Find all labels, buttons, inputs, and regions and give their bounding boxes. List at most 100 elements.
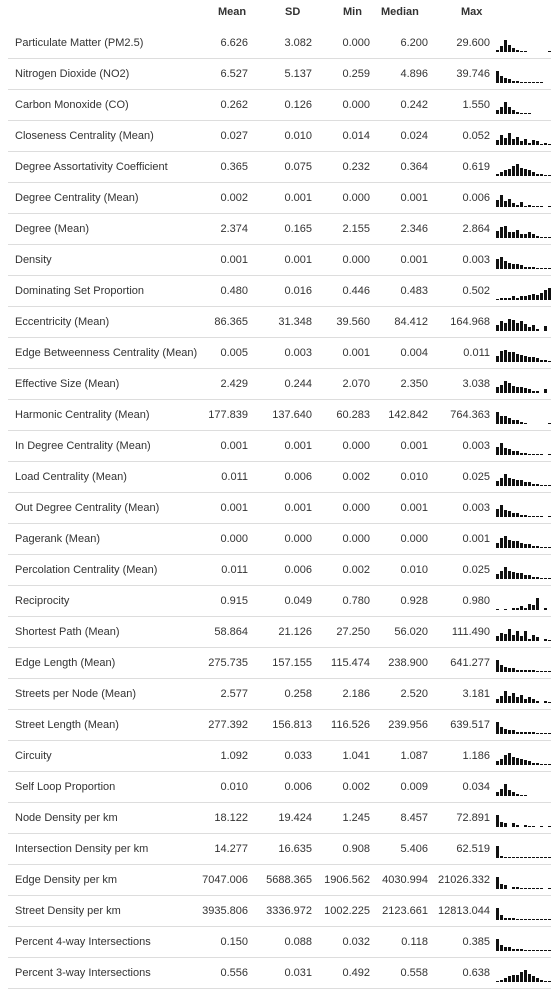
histogram-bar [524,795,527,796]
histogram-bar [512,693,515,703]
histogram-sparkline [496,594,551,610]
histogram-sparkline [496,129,551,145]
histogram-sparkline [496,656,551,672]
histogram-bar [536,637,539,641]
histogram-bar [520,670,523,672]
cell-min: 60.283 [336,409,370,421]
row-label: Percent 4-way Intersections [15,936,151,948]
histogram-bar [516,975,519,982]
histogram-bar [496,412,499,424]
histogram-bar [536,546,539,548]
histogram-bar [512,513,515,517]
histogram-bar [548,640,551,641]
table-row: Edge Length (Mean) 275.735 157.155 115.474 2… [8,648,551,679]
cell-median: 0.010 [400,471,428,483]
cell-max: 29.600 [456,37,490,49]
histogram-bar [532,888,535,889]
histogram-bar [548,950,551,951]
cell-min: 0.000 [342,254,370,266]
histogram-bar [496,110,499,114]
cell-mean: 0.005 [220,347,248,359]
cell-median: 0.024 [400,130,428,142]
table-row: Degree (Mean) 2.374 0.165 2.155 2.346 2.864 [8,214,551,245]
histogram-bar [536,577,539,579]
histogram-bar [508,449,511,455]
cell-sd: 0.165 [284,223,312,235]
histogram-bar [508,857,511,858]
column-header-median: Median [381,6,419,18]
cell-max: 111.490 [451,626,490,638]
cell-min: 0.000 [342,37,370,49]
cell-sd: 0.033 [284,750,312,762]
cell-mean: 177.839 [208,409,248,421]
histogram-sparkline [496,904,551,920]
histogram-sparkline [496,346,551,362]
row-label: Degree Assortativity Coefficient [15,161,168,173]
histogram-bar [544,733,547,734]
histogram-bar [500,633,503,641]
histogram-bar [540,888,543,889]
cell-sd: 0.001 [284,192,312,204]
histogram-bar [540,578,543,579]
table-row: In Degree Centrality (Mean) 0.001 0.001 0.0… [8,431,551,462]
histogram-bar [528,919,531,920]
histogram-bar [520,606,523,610]
cell-median: 84.412 [394,316,428,328]
histogram-sparkline [496,191,551,207]
histogram-bar [524,608,527,610]
cell-median: 56.020 [394,626,428,638]
histogram-bar [520,51,523,52]
histogram-bar [508,263,511,269]
histogram-bar [496,259,499,269]
row-label: Self Loop Proportion [15,781,116,793]
histogram-bar [512,730,515,734]
histogram-bar [520,949,523,951]
histogram-bar [520,732,523,734]
histogram-bar [504,857,507,858]
table-row: Edge Density per km 7047.006 5688.365 1906.… [8,865,551,896]
cell-max: 39.746 [456,68,490,80]
histogram-bar [500,172,503,176]
histogram-bar [520,113,523,114]
histogram-bar [512,48,515,52]
histogram-bar [540,857,543,858]
histogram-bar [512,635,515,641]
cell-min: 0.000 [342,502,370,514]
cell-median: 8.457 [400,812,428,824]
histogram-bar [496,299,499,300]
histogram-bar [524,699,527,703]
histogram-bar [528,327,531,331]
histogram-bar [500,298,503,300]
histogram-bar [536,950,539,951]
histogram-bar [512,110,515,114]
histogram-bar [500,107,503,114]
cell-min: 2.070 [342,378,370,390]
cell-sd: 0.088 [284,936,312,948]
histogram-bar [500,571,503,579]
row-label: Percent 3-way Intersections [15,967,151,979]
row-label: Intersection Density per km [15,843,149,855]
histogram-bar [524,857,527,858]
cell-sd: 5.137 [284,68,312,80]
histogram-bar [544,485,547,486]
histogram-bar [520,695,523,703]
cell-sd: 0.258 [284,688,312,700]
histogram-bar [496,50,499,52]
table-row: Reciprocity 0.915 0.049 0.780 0.928 0.980 [8,586,551,617]
cell-median: 0.242 [400,99,428,111]
row-label: Circuity [15,750,52,762]
table-row: Streets per Node (Mean) 2.577 0.258 2.186 2.… [8,679,551,710]
row-label: Out Degree Centrality (Mean) [15,502,160,514]
histogram-bar [500,822,503,827]
histogram-bar [512,887,515,889]
histogram-bar [504,784,507,796]
histogram-bar [540,919,543,920]
histogram-sparkline [496,377,551,393]
histogram-bar [520,202,523,207]
histogram-bar [524,423,527,424]
histogram-bar [516,230,519,238]
histogram-bar [496,200,499,207]
histogram-bar [540,82,543,83]
cell-median: 0.118 [401,936,428,948]
histogram-bar [504,226,507,238]
